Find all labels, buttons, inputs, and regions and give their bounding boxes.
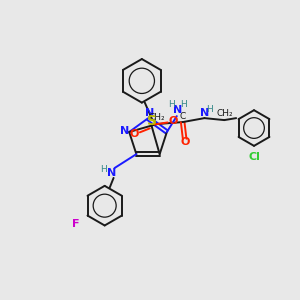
Text: CH₂: CH₂: [217, 109, 234, 118]
Text: H: H: [168, 100, 175, 109]
Text: N: N: [173, 105, 182, 115]
Text: O: O: [181, 137, 190, 147]
Text: CH₂: CH₂: [148, 112, 165, 122]
Text: N: N: [146, 108, 154, 118]
Text: O: O: [169, 116, 178, 126]
Text: H: H: [180, 100, 187, 109]
Text: N: N: [200, 108, 209, 118]
Text: C: C: [179, 112, 186, 121]
Text: H: H: [100, 164, 107, 173]
Text: Cl: Cl: [248, 152, 260, 162]
Text: F: F: [72, 220, 80, 230]
Text: O: O: [129, 129, 139, 139]
Text: H: H: [206, 105, 213, 114]
Text: S: S: [147, 114, 157, 128]
Text: N: N: [120, 126, 129, 136]
Text: N: N: [107, 168, 116, 178]
